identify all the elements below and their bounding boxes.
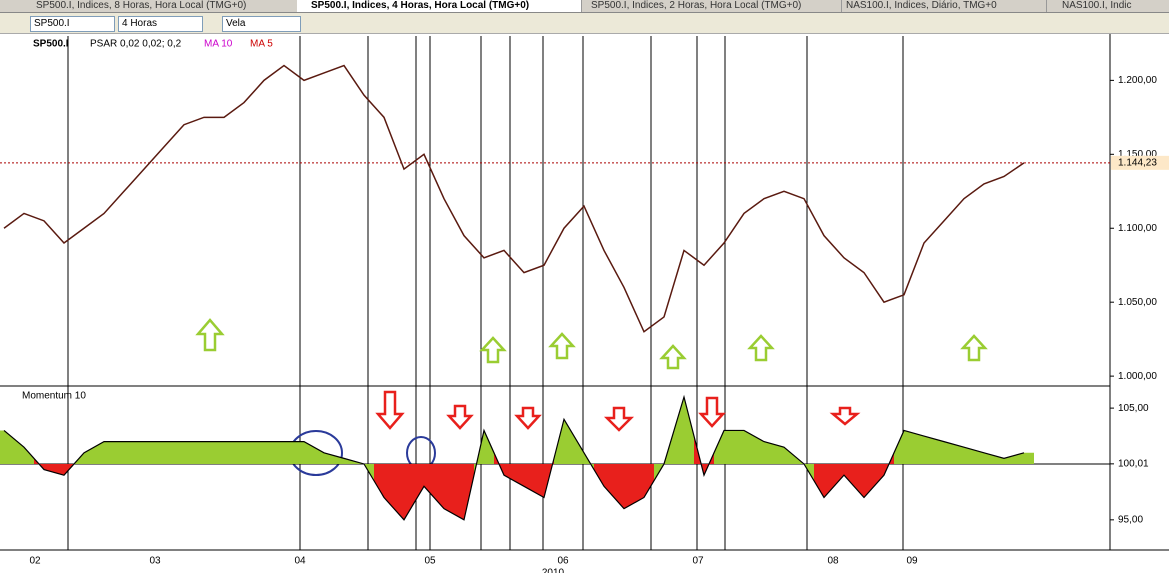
momentum-area bbox=[794, 455, 814, 481]
momentum-area bbox=[54, 463, 74, 476]
momentum-area bbox=[694, 436, 714, 476]
momentum-area bbox=[994, 455, 1014, 464]
vertical-lines bbox=[67, 36, 904, 550]
momentum-area bbox=[554, 419, 574, 464]
up-arrows bbox=[195, 318, 988, 370]
momentum-area bbox=[774, 444, 794, 464]
legend-symbol: SP500.I bbox=[33, 39, 69, 50]
y-tick-label: 100,01 bbox=[1118, 459, 1149, 470]
x-tick-label: 02 bbox=[29, 556, 41, 567]
y-tick-label: 1.150,00 bbox=[1118, 149, 1157, 160]
momentum-area bbox=[394, 463, 414, 520]
momentum-area bbox=[214, 441, 234, 464]
momentum-area bbox=[234, 441, 254, 464]
x-tick-label: 07 bbox=[692, 556, 704, 567]
y-tick-label: 1.050,00 bbox=[1118, 297, 1157, 308]
x-tick-label: 08 bbox=[827, 556, 839, 567]
legend-psar: PSAR 0,02 0,02; 0,2 bbox=[90, 39, 182, 50]
momentum-area bbox=[134, 441, 154, 464]
momentum-area bbox=[914, 433, 934, 464]
momentum-area bbox=[1014, 452, 1034, 464]
momentum-area bbox=[34, 458, 54, 473]
momentum-area bbox=[194, 441, 214, 464]
momentum-area bbox=[334, 455, 354, 464]
momentum-area bbox=[354, 461, 374, 481]
legend-ma10: MA 10 bbox=[204, 39, 233, 50]
last-price-label: 1.144,23 bbox=[1118, 157, 1157, 168]
momentum-area bbox=[0, 430, 14, 464]
last-price-box bbox=[1111, 155, 1169, 170]
y-tick-label: 1.200,00 bbox=[1118, 75, 1157, 86]
momentum-area bbox=[14, 438, 34, 464]
momentum-area bbox=[74, 447, 94, 464]
x-year-label: 2010 bbox=[542, 568, 565, 573]
momentum-area bbox=[934, 438, 954, 464]
toolbar: SP500.I 4 Horas Vela bbox=[0, 13, 1169, 34]
period-separators bbox=[67, 36, 904, 550]
chart-type-select[interactable]: Vela bbox=[222, 16, 301, 32]
tab[interactable]: SP500.I, Indices, 2 Horas, Hora Local (T… bbox=[577, 0, 842, 12]
momentum-area bbox=[434, 463, 454, 515]
x-tick-label: 09 bbox=[906, 556, 918, 567]
momentum-area bbox=[894, 430, 914, 464]
momentum-area bbox=[634, 463, 654, 504]
period-select[interactable]: 4 Horas bbox=[118, 16, 203, 32]
down-arrows bbox=[375, 390, 861, 432]
momentum-area bbox=[714, 430, 734, 464]
momentum-area bbox=[114, 441, 134, 464]
momentum-line bbox=[3, 394, 1025, 521]
momentum-area bbox=[94, 441, 114, 464]
symbol-box[interactable]: SP500.I bbox=[30, 16, 115, 32]
x-tick-label: 06 bbox=[557, 556, 569, 567]
momentum-area bbox=[854, 463, 874, 498]
momentum-area bbox=[734, 430, 754, 464]
momentum-area bbox=[254, 441, 274, 464]
momentum-area bbox=[294, 441, 314, 464]
x-tick-label: 05 bbox=[424, 556, 436, 567]
tab[interactable]: NAS100.I, Indices, Diário, TMG+0 bbox=[832, 0, 1047, 12]
momentum-title: Momentum 10 bbox=[22, 391, 86, 402]
y-tick-label: 105,00 bbox=[1118, 403, 1149, 414]
momentum-area bbox=[954, 444, 974, 464]
momentum-area bbox=[614, 463, 634, 509]
tab[interactable]: SP500.I, Indices, 8 Horas, Hora Local (T… bbox=[22, 0, 307, 12]
momentum-area bbox=[454, 463, 474, 520]
momentum-area bbox=[494, 452, 514, 481]
momentum-area bbox=[374, 463, 394, 509]
legend-ma5: MA 5 bbox=[250, 39, 273, 50]
price-line bbox=[3, 64, 1025, 333]
momentum-area bbox=[874, 452, 894, 487]
momentum-area bbox=[534, 458, 554, 498]
tab[interactable]: SP500.I, Indices, 4 Horas, Hora Local (T… bbox=[297, 0, 582, 12]
tab[interactable]: NAS100.I, Indic bbox=[1048, 0, 1169, 12]
momentum-area bbox=[174, 441, 194, 464]
momentum-area bbox=[414, 463, 434, 504]
background bbox=[0, 34, 1169, 573]
y-tick-label: 95,00 bbox=[1118, 514, 1143, 525]
momentum-area bbox=[654, 430, 674, 481]
tab-bar: SP500.I, Indices, 8 Horas, Hora Local (T… bbox=[0, 0, 1169, 13]
momentum-area bbox=[154, 441, 174, 464]
x-tick-label: 03 bbox=[149, 556, 161, 567]
momentum-area bbox=[594, 463, 614, 498]
y-tick-label: 1.000,00 bbox=[1118, 371, 1157, 382]
momentum-area bbox=[514, 463, 534, 492]
x-tick-label: 04 bbox=[294, 556, 306, 567]
momentum-area bbox=[974, 450, 994, 464]
chart-area: SP500.I PSAR 0,02 0,02; 0,2 MA 10 MA 5 M… bbox=[0, 34, 1169, 573]
momentum-area bbox=[274, 441, 294, 464]
y-tick-label: 1.100,00 bbox=[1118, 223, 1157, 234]
momentum-area bbox=[314, 447, 334, 464]
momentum-area bbox=[674, 396, 694, 464]
